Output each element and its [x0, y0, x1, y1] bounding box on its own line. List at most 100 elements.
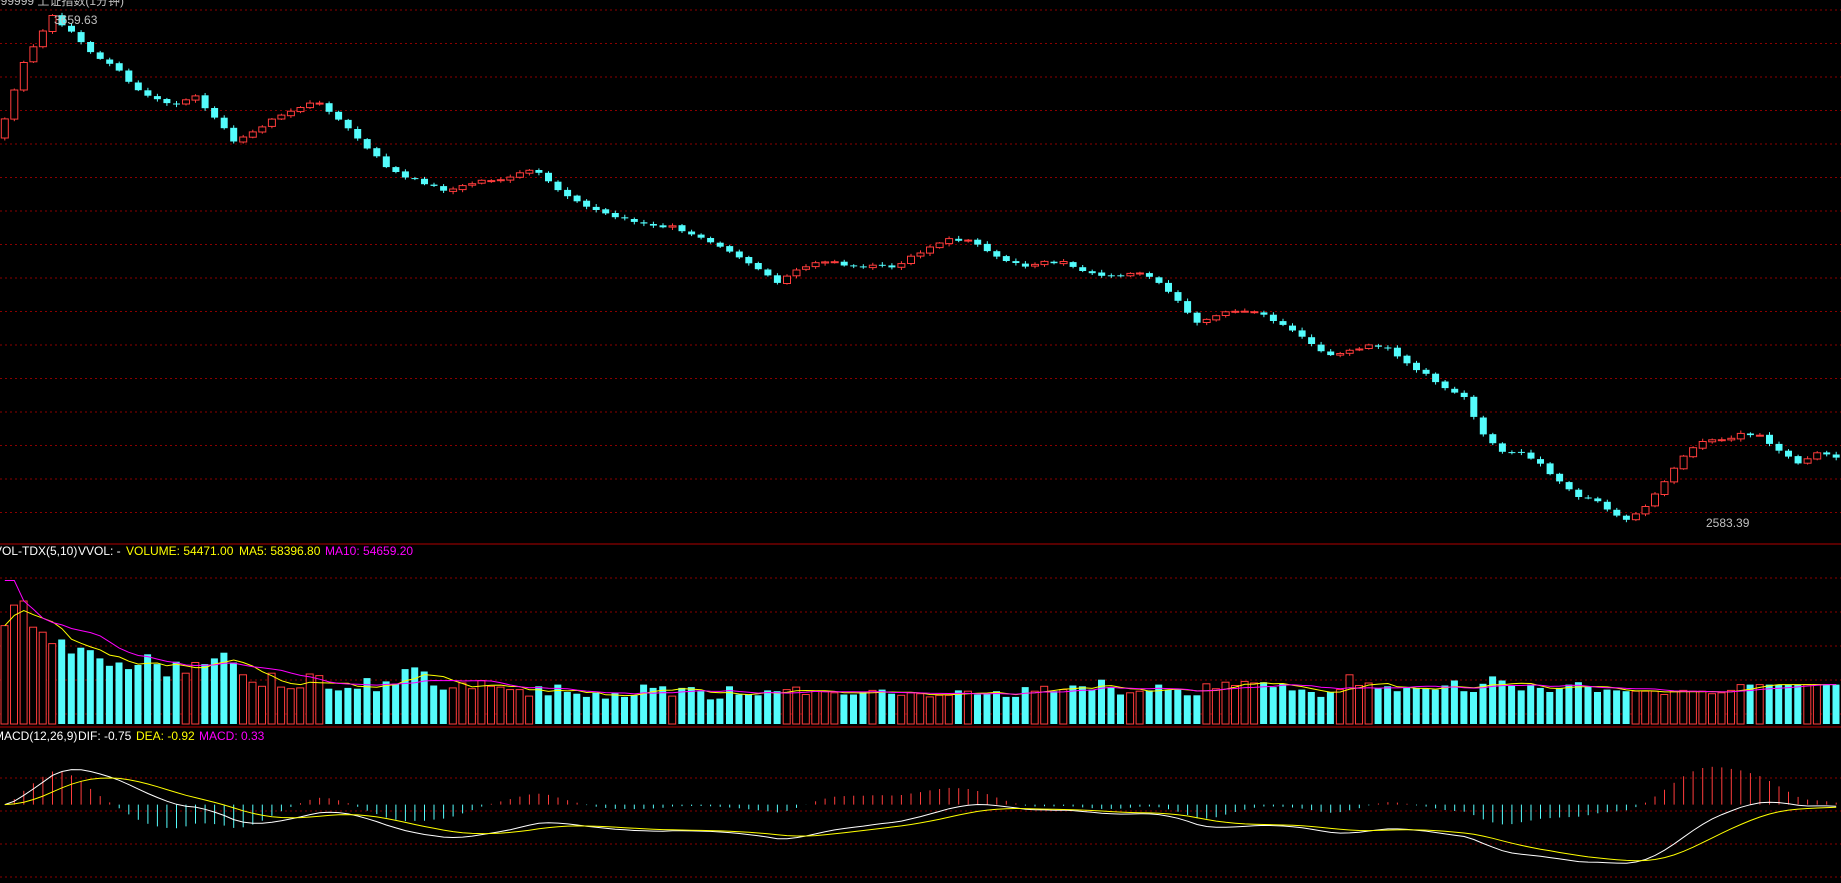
volume-bar — [840, 694, 848, 724]
candle — [840, 259, 848, 267]
candle-body — [421, 178, 428, 185]
candle — [1069, 261, 1077, 269]
candle-body — [87, 42, 95, 53]
volume-bar — [782, 689, 791, 725]
candle — [974, 238, 982, 247]
volume-bar — [1527, 684, 1535, 724]
candle-body — [1327, 351, 1335, 356]
candle — [0, 117, 9, 141]
volume-bar — [458, 682, 467, 725]
candle — [87, 40, 95, 54]
candle-body — [1575, 489, 1583, 497]
candle-body — [115, 63, 123, 71]
candle — [1031, 262, 1039, 269]
candle-body — [96, 52, 104, 59]
volume-bar — [792, 686, 801, 725]
volume-ma10-value: MA10: 54659.20 — [325, 544, 413, 558]
candle — [773, 273, 781, 285]
candle-body — [1413, 362, 1420, 371]
volume-bar — [773, 691, 781, 724]
volume-bar — [1374, 687, 1382, 724]
candle — [525, 169, 534, 176]
candle-body — [1269, 314, 1277, 321]
candle-body — [267, 118, 276, 127]
volume-bar — [1030, 690, 1039, 725]
volume-bar — [1279, 683, 1287, 724]
volume-bar — [659, 686, 667, 724]
candle-body — [802, 266, 810, 270]
candle — [363, 138, 371, 150]
candle-body — [1460, 392, 1468, 397]
volume-bar — [868, 689, 877, 725]
volume-bar — [315, 675, 324, 725]
candle-body — [1002, 256, 1010, 261]
volume-bar — [1803, 684, 1812, 725]
candle — [545, 171, 552, 183]
candle — [1327, 349, 1335, 356]
candle — [573, 194, 581, 203]
volume-bar — [1059, 689, 1068, 725]
candle-body — [220, 117, 228, 129]
volume-bar — [277, 686, 286, 725]
candle-body — [77, 32, 85, 43]
candle — [802, 264, 810, 272]
candle-body — [821, 261, 830, 264]
volume-bar — [1594, 692, 1601, 724]
candle — [440, 184, 448, 193]
candle-body — [286, 110, 295, 117]
volume-bar — [1717, 692, 1726, 725]
candle-body — [678, 225, 686, 232]
candle-body — [735, 251, 743, 258]
candle — [115, 61, 123, 72]
candle — [1546, 462, 1554, 476]
candle-body — [668, 225, 677, 228]
candle — [602, 208, 610, 215]
candle — [745, 255, 753, 266]
candle-body — [592, 206, 600, 210]
candle-body — [564, 189, 572, 197]
candle — [1489, 432, 1497, 446]
candle-body — [373, 148, 381, 157]
candle-body — [68, 25, 75, 32]
candle-body — [697, 234, 705, 238]
candle-body — [277, 114, 286, 120]
candle-body — [573, 195, 581, 202]
volume-bar — [1355, 685, 1363, 725]
high-price-label: 3659.63 — [54, 13, 98, 27]
candle — [821, 260, 830, 266]
volume-bar — [1335, 689, 1344, 725]
volume-bar — [697, 691, 705, 724]
candle — [315, 100, 324, 106]
candle — [373, 146, 381, 158]
volume-bar — [1183, 695, 1191, 724]
candle-body — [621, 217, 629, 219]
candle-body — [1098, 272, 1106, 276]
candle-body — [850, 265, 858, 267]
candle — [907, 253, 915, 266]
candle-body — [1631, 513, 1640, 521]
candle-body — [1479, 417, 1487, 435]
volume-bar — [0, 625, 9, 725]
volume-bar — [601, 698, 609, 724]
candle-body — [1660, 481, 1669, 496]
macd-indicator-name: MACD(12,26,9) — [0, 729, 77, 743]
volume-bar — [1631, 690, 1640, 725]
candle-body — [964, 239, 973, 242]
candle — [1231, 309, 1240, 314]
candle-body — [19, 62, 28, 91]
candle-body — [296, 107, 305, 113]
candle — [554, 180, 562, 192]
candle-body — [525, 169, 534, 174]
volume-bar — [820, 690, 829, 725]
volume-ma5-line — [4, 610, 1837, 697]
candle — [1641, 504, 1650, 517]
candle-body — [106, 59, 114, 64]
candle — [1184, 298, 1192, 315]
candle — [668, 223, 677, 230]
volume-bar — [1231, 685, 1239, 725]
candle-body — [1364, 344, 1373, 349]
candle — [354, 126, 362, 141]
volume-bar — [1002, 696, 1010, 724]
volume-bar — [1403, 687, 1411, 724]
